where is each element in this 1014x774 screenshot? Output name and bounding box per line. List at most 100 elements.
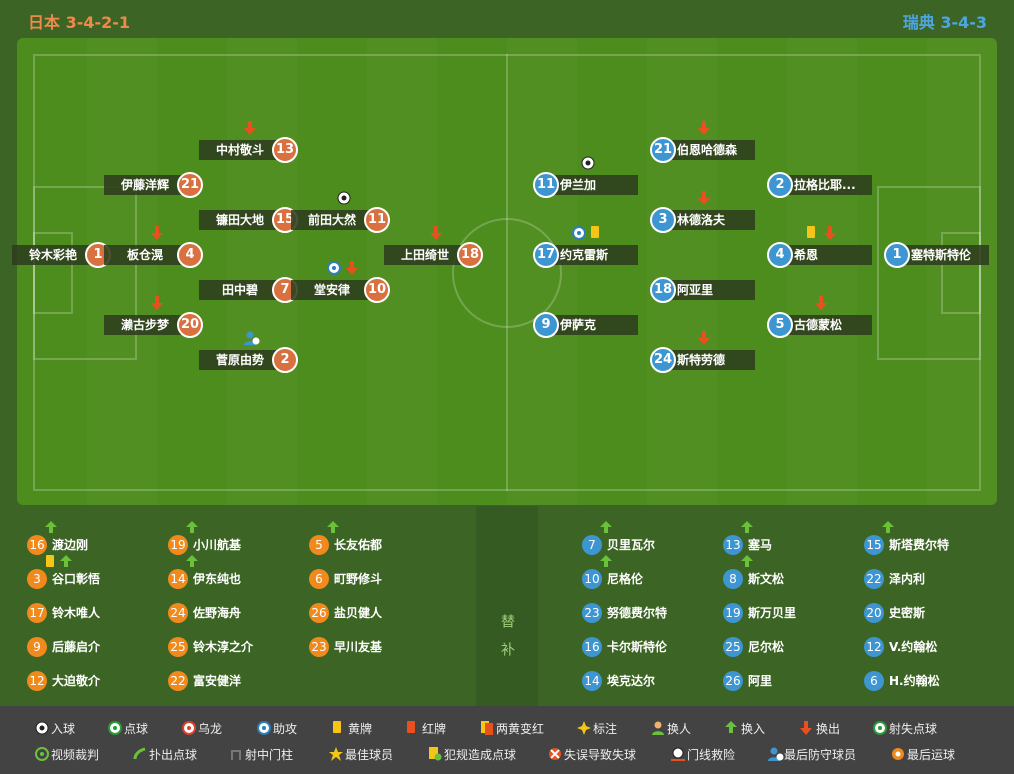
player-number: 18: [457, 242, 483, 268]
player-name: 阿亚里: [663, 280, 755, 300]
sub-name: 努德费尔特: [607, 606, 668, 620]
player-name: 伊藤洋辉: [104, 175, 190, 195]
sub-number: 23: [309, 637, 329, 657]
legend-item: 黄牌: [348, 722, 373, 736]
icon-down: [346, 261, 358, 278]
sub-number: 8: [723, 569, 743, 589]
sub-name: 后藤启介: [52, 640, 101, 654]
legend-item: 射中门柱: [245, 748, 294, 762]
sub-name: 长友佑都: [334, 538, 383, 552]
player-number: 18: [650, 277, 676, 303]
icon-down: [151, 296, 163, 313]
sub-number: 23: [582, 603, 602, 623]
substitutes-label: 替补: [476, 506, 538, 706]
sub-number: 17: [27, 603, 47, 623]
icon-up: [725, 721, 737, 736]
sub-name: 斯万贝里: [748, 606, 797, 620]
player-name: 塞特斯特伦: [897, 245, 989, 265]
home-team: 日本: [28, 13, 61, 32]
icon-pen: [873, 721, 887, 738]
player-name: 上田绮世: [384, 245, 470, 265]
player-name: 拉格比耶...: [780, 175, 872, 195]
icon-down: [824, 226, 836, 243]
icon-assist: [572, 226, 586, 243]
icon-var: [35, 747, 49, 764]
player-number: 24: [650, 347, 676, 373]
icon-up: [327, 521, 339, 536]
player-number: 21: [177, 172, 203, 198]
sub-name: 盐贝健人: [334, 606, 383, 620]
sub-name: 渡边刚: [52, 538, 89, 552]
legend: 入球 点球 乌龙 助攻 黄牌 红牌 两黄变红 标注 换人 换入 换出 射失点球 视频裁判 扑出点球 射中门柱…: [0, 706, 1014, 774]
sub-number: 6: [864, 671, 884, 691]
player-name: 伊萨克: [546, 315, 638, 335]
sub-name: 尼尔松: [748, 640, 785, 654]
sub-name: H.约翰松: [889, 674, 940, 688]
icon-foulpen: [428, 747, 442, 764]
legend-item: 乌龙: [198, 722, 223, 736]
sub-number: 26: [723, 671, 743, 691]
player-number: 13: [272, 137, 298, 163]
player-number: 11: [533, 172, 559, 198]
icon-yellow: [45, 555, 55, 571]
sub-name: 斯塔费尔特: [889, 538, 950, 552]
icon-up: [45, 521, 57, 536]
player-name: 中村敬斗: [199, 140, 285, 160]
icon-down: [698, 191, 710, 208]
sub-number: 20: [864, 603, 884, 623]
icon-up: [741, 555, 753, 570]
sub-number: 22: [168, 671, 188, 691]
player-number: 2: [767, 172, 793, 198]
icon-down: [698, 331, 710, 348]
sub-name: V.约翰松: [889, 640, 938, 654]
penalty-area: [33, 186, 137, 360]
icon-yellow: [806, 226, 816, 242]
sub-name: 埃克达尔: [607, 674, 656, 688]
legend-item: 最后运球: [907, 748, 956, 762]
player-name: 菅原由势: [199, 350, 285, 370]
icon-clear: [671, 747, 685, 764]
legend-item: 最后防守球员: [784, 748, 857, 762]
icon-yellow: [332, 721, 342, 737]
legend-item: 点球: [124, 722, 149, 736]
player-number: 11: [364, 207, 390, 233]
icon-up: [600, 555, 612, 570]
player-name: 板仓滉: [104, 245, 190, 265]
player-number: 17: [533, 242, 559, 268]
sub-name: 早川友基: [334, 640, 383, 654]
sub-number: 7: [582, 535, 602, 555]
legend-item: 换出: [816, 722, 841, 736]
icon-up: [741, 521, 753, 536]
legend-item: 入球: [51, 722, 76, 736]
icon-yellow: [590, 226, 600, 242]
icon-up: [186, 521, 198, 536]
sub-number: 19: [723, 603, 743, 623]
legend-item: 最佳球员: [345, 748, 394, 762]
icon-own: [182, 721, 196, 738]
sub-number: 24: [168, 603, 188, 623]
icon-down: [430, 226, 442, 243]
player-number: 5: [767, 312, 793, 338]
player-number: 4: [177, 242, 203, 268]
icon-down: [800, 721, 812, 738]
sub-number: 15: [864, 535, 884, 555]
icon-up: [60, 555, 72, 570]
legend-item: 标注: [593, 722, 618, 736]
sub-number: 14: [582, 671, 602, 691]
sub-number: 5: [309, 535, 329, 555]
sub-number: 22: [864, 569, 884, 589]
sub-number: 16: [582, 637, 602, 657]
player-number: 21: [650, 137, 676, 163]
center-circle: [452, 218, 562, 328]
player-number: 10: [364, 277, 390, 303]
icon-twoy: [480, 721, 494, 738]
sub-number: 9: [27, 637, 47, 657]
player-number: 2: [272, 347, 298, 373]
sub-name: 富安健洋: [193, 674, 242, 688]
icon-err: [548, 747, 562, 764]
legend-item: 门线救险: [687, 748, 736, 762]
legend-item: 助攻: [273, 722, 298, 736]
player-name: 斯特劳德: [663, 350, 755, 370]
away-team: 瑞典: [902, 13, 935, 32]
